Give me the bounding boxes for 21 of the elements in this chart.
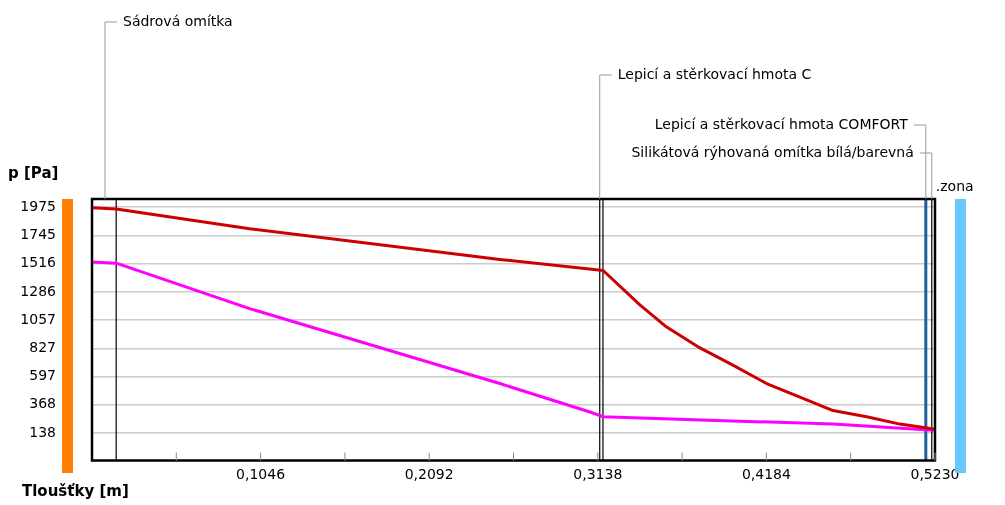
x-axis-title: Tloušťky [m] — [22, 481, 129, 500]
annotation: Silikátová rýhovaná omítka bílá/barevná — [631, 143, 914, 160]
y-tick-label: 1516 — [20, 254, 57, 271]
y-tick-label: 138 — [29, 423, 56, 440]
y-tick-label: 368 — [29, 395, 56, 412]
y-tick-label: 1975 — [20, 197, 56, 214]
annotation: Lepicí a stěrkovací hmota C — [617, 65, 812, 82]
y-tick-label: 597 — [29, 367, 56, 384]
y-tick-label: 1057 — [20, 310, 56, 327]
x-tick-label: 0,3138 — [573, 465, 623, 482]
x-tick-label: 0,1046 — [236, 465, 286, 482]
y-tick-label: 1745 — [20, 226, 56, 243]
x-tick-label: 0,5230 — [910, 465, 960, 482]
y-tick-label: 827 — [29, 338, 56, 355]
y-tick-label: 1286 — [20, 282, 57, 299]
x-tick-label: 0,4184 — [741, 465, 791, 482]
x-tick-label: 0,2092 — [404, 465, 454, 482]
ref-line-label: .zona — [935, 177, 974, 194]
y-axis-title: p [Pa] — [8, 163, 59, 182]
text: Sádrová omítka — [123, 12, 233, 29]
annotation: Lepicí a stěrkovací hmota COMFORT — [654, 115, 909, 132]
